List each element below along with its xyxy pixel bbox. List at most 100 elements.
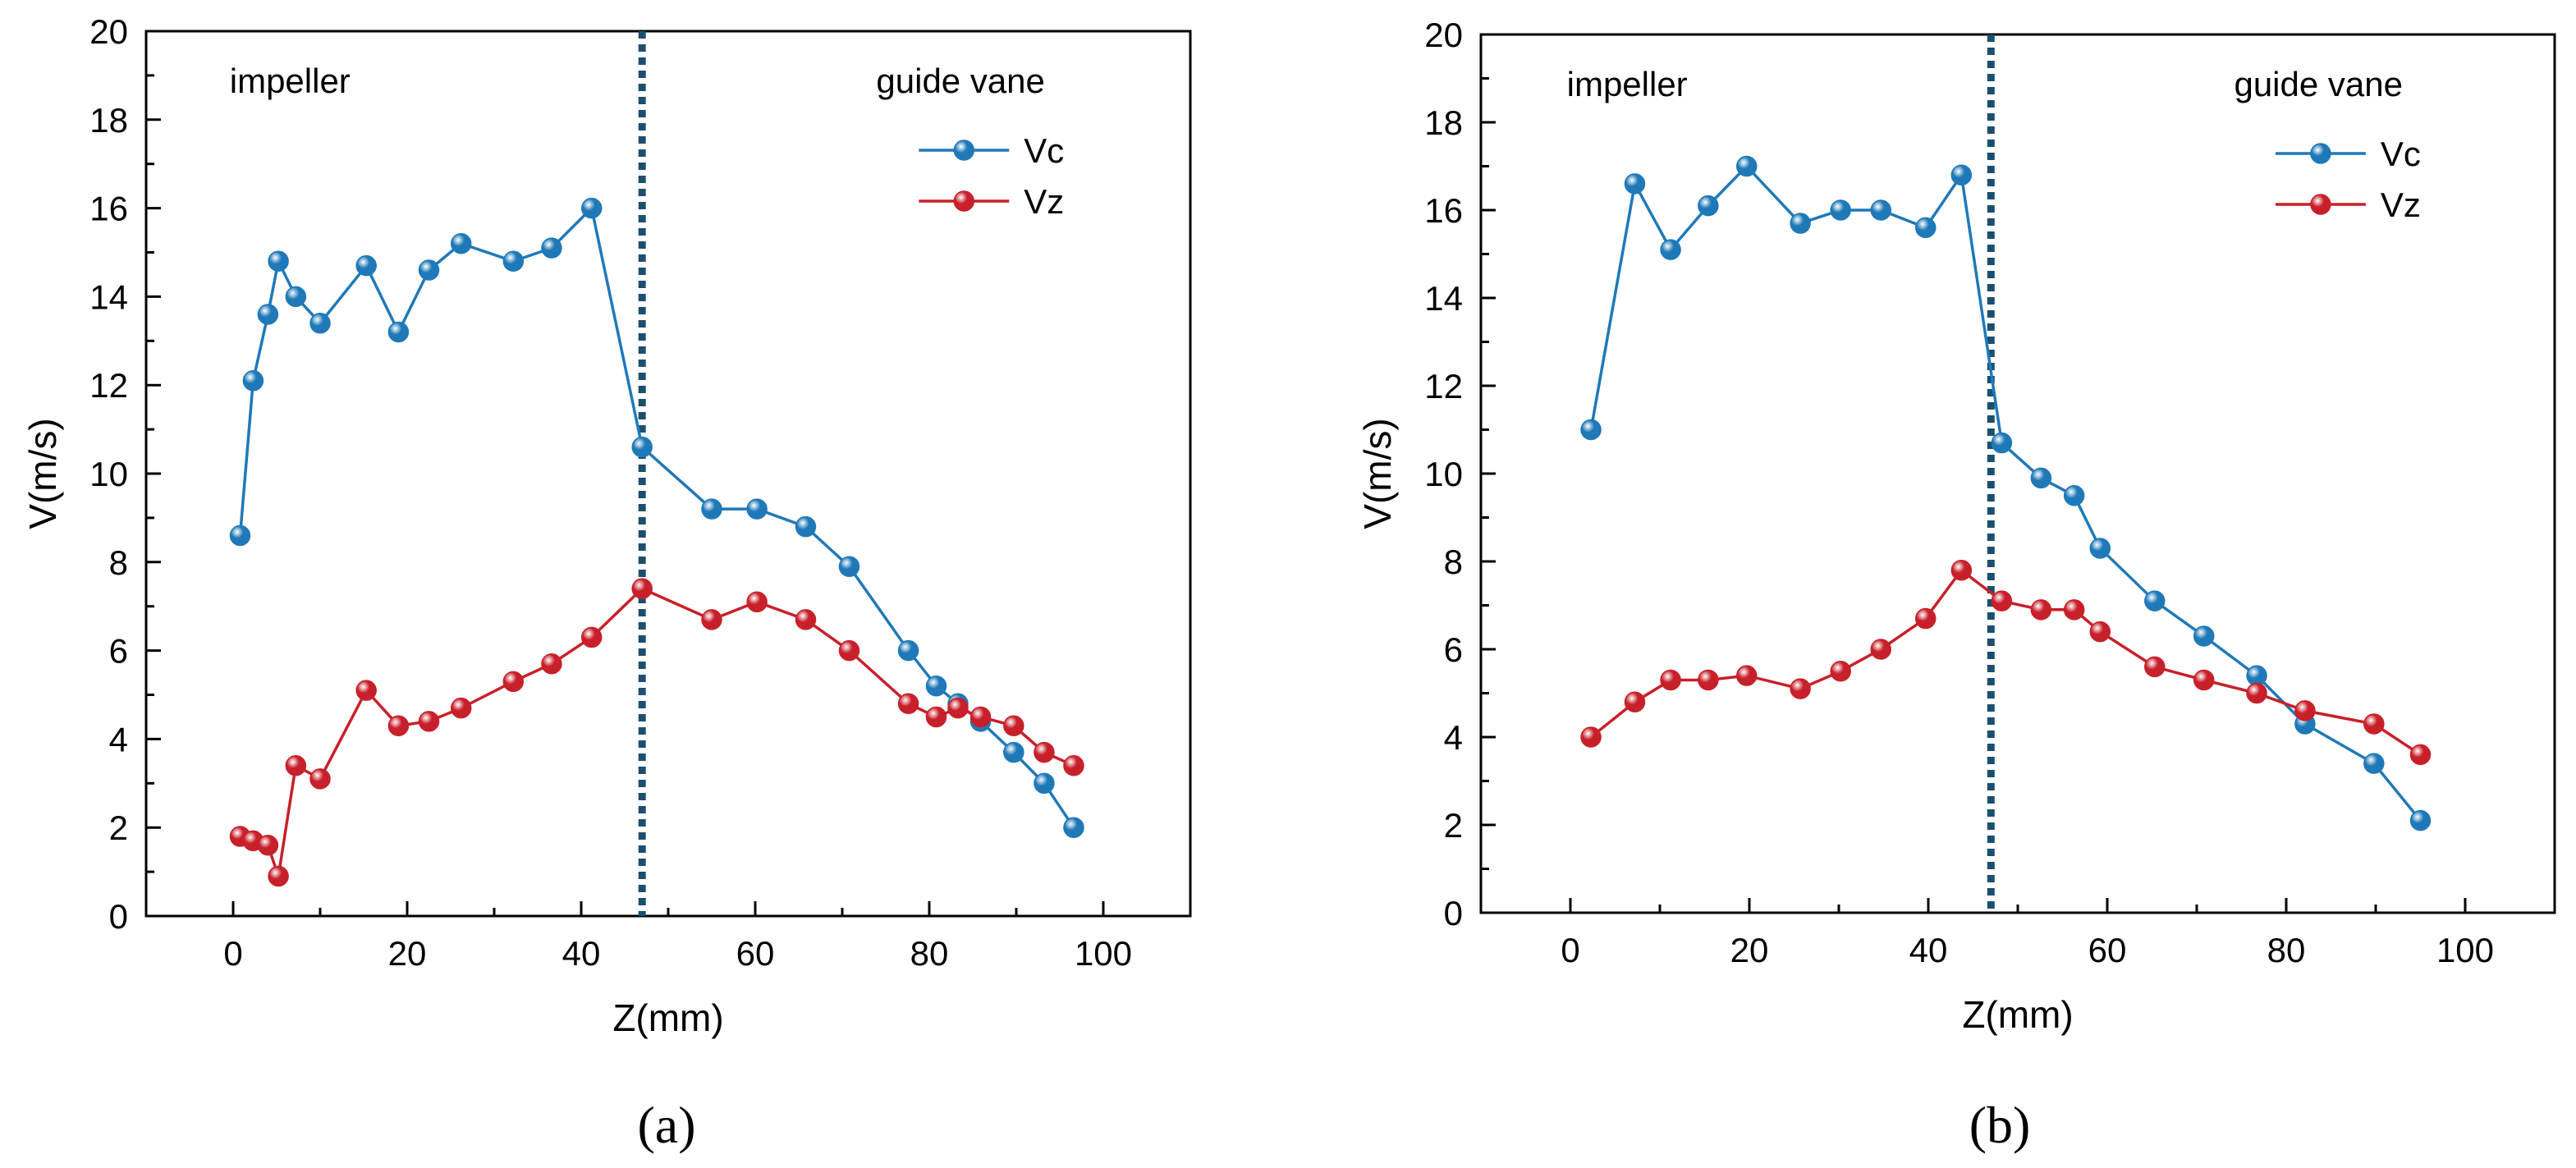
y-tick-label: 20 bbox=[89, 12, 128, 51]
x-tick-label: 60 bbox=[736, 934, 775, 973]
y-tick-label: 12 bbox=[1424, 367, 1463, 405]
data-point-vz bbox=[1580, 726, 1602, 748]
annotation-impeller: impeller bbox=[1567, 65, 1688, 103]
data-point-vz bbox=[418, 711, 440, 732]
legend-marker-vc bbox=[2310, 143, 2331, 164]
y-tick-label: 0 bbox=[1444, 894, 1463, 932]
data-point-vc bbox=[580, 197, 603, 219]
x-tick-label: 80 bbox=[910, 934, 949, 973]
data-point-vz bbox=[309, 768, 331, 790]
y-tick-label: 8 bbox=[109, 543, 128, 582]
legend-label-vc: Vc bbox=[1024, 131, 1064, 170]
data-point-vc bbox=[897, 639, 919, 662]
data-point-vc bbox=[257, 304, 279, 325]
data-point-vz bbox=[925, 706, 947, 728]
y-tick-label: 14 bbox=[89, 277, 128, 316]
y-tick-label: 10 bbox=[89, 455, 128, 493]
x-tick-label: 100 bbox=[2436, 931, 2494, 969]
x-axis-label: Z(mm) bbox=[1962, 993, 2073, 1036]
panel-caption: (a) bbox=[637, 1096, 695, 1154]
data-point-vc bbox=[2144, 590, 2166, 611]
data-point-vc bbox=[2363, 753, 2385, 774]
x-tick-label: 40 bbox=[1909, 931, 1948, 969]
data-point-vc bbox=[1790, 213, 1811, 234]
data-point-vz bbox=[2193, 669, 2215, 691]
data-point-vz bbox=[580, 626, 603, 648]
data-point-vz bbox=[1034, 741, 1055, 763]
legend-label-vz: Vz bbox=[1024, 182, 1064, 221]
data-point-vc bbox=[2193, 625, 2215, 647]
y-tick-label: 16 bbox=[89, 190, 128, 228]
y-axis-label: V(m/s) bbox=[1356, 418, 1399, 529]
legend-marker-vc bbox=[953, 140, 975, 161]
data-point-vc bbox=[309, 312, 331, 334]
data-point-vz bbox=[2363, 713, 2385, 735]
data-point-vc bbox=[242, 370, 264, 392]
x-tick-label: 0 bbox=[223, 934, 242, 973]
data-point-vc bbox=[1870, 199, 1891, 221]
chart-panel-a: 0 2 4 6 8 10 12 14 16 18 20 0 20 40 60 80 100 Z(mm) V(m/s)… bbox=[21, 12, 1192, 1154]
data-point-vc bbox=[1950, 164, 1973, 186]
y-tick-label: 6 bbox=[1444, 630, 1463, 669]
series-vc bbox=[1580, 155, 2432, 831]
y-tick-label: 18 bbox=[89, 101, 128, 140]
data-point-vz bbox=[1830, 661, 1851, 682]
x-tick-label: 0 bbox=[1561, 931, 1579, 969]
data-point-vz bbox=[1660, 669, 1681, 691]
data-point-vc bbox=[1698, 195, 1719, 217]
data-point-vz bbox=[1003, 715, 1024, 736]
data-point-vz bbox=[1063, 754, 1084, 776]
data-point-vz bbox=[1790, 678, 1811, 699]
data-point-vz bbox=[795, 609, 817, 630]
data-point-vc bbox=[541, 237, 562, 259]
data-point-vc bbox=[1830, 199, 1851, 221]
y-tick-label: 6 bbox=[109, 632, 128, 671]
data-point-vz bbox=[2063, 599, 2085, 621]
data-point-vz bbox=[268, 865, 289, 887]
data-point-vc bbox=[2030, 467, 2052, 489]
data-point-vz bbox=[2409, 744, 2432, 766]
x-tick-label: 80 bbox=[2267, 931, 2306, 969]
data-point-vz bbox=[947, 697, 969, 719]
data-point-vc bbox=[701, 498, 722, 520]
data-point-vz bbox=[1914, 607, 1937, 630]
y-tick-label: 8 bbox=[1444, 543, 1463, 581]
data-point-vc bbox=[418, 259, 440, 281]
data-point-vc bbox=[795, 515, 817, 538]
y-axis-label: V(m/s) bbox=[21, 418, 64, 529]
x-tick-label: 60 bbox=[2088, 931, 2127, 969]
series-vz bbox=[229, 578, 1084, 887]
data-point-vc bbox=[1624, 173, 1646, 195]
x-tick-label: 20 bbox=[388, 934, 427, 973]
data-point-vc bbox=[1735, 155, 1758, 177]
data-point-vc bbox=[1914, 217, 1937, 239]
x-tick-label: 100 bbox=[1075, 934, 1132, 973]
data-point-vc bbox=[1991, 432, 2013, 454]
y-tick-label: 10 bbox=[1424, 455, 1463, 493]
legend-marker-vz bbox=[953, 190, 975, 212]
x-axis-label: Z(mm) bbox=[612, 996, 723, 1039]
data-point-vc bbox=[838, 556, 860, 577]
data-point-vc bbox=[1063, 817, 1084, 838]
data-point-vz bbox=[897, 693, 919, 715]
data-point-vc bbox=[387, 321, 410, 343]
chart-panel-b: 0 2 4 6 8 10 12 14 16 18 20 0 20 40 60 80 100 Z(mm) V(m/s)… bbox=[1356, 16, 2556, 1154]
x-tick-label: 20 bbox=[1730, 931, 1769, 969]
data-point-vc bbox=[285, 286, 307, 308]
y-tick-label: 18 bbox=[1424, 103, 1463, 142]
data-point-vz bbox=[1698, 669, 1719, 691]
data-point-vz bbox=[2030, 599, 2052, 621]
series-line-vc bbox=[238, 205, 1075, 829]
legend-label-vz: Vz bbox=[2381, 186, 2421, 224]
data-point-vc bbox=[502, 250, 525, 273]
data-point-vz bbox=[1624, 691, 1646, 712]
data-point-vz bbox=[387, 715, 410, 736]
data-point-vz bbox=[2089, 621, 2111, 643]
data-point-vc bbox=[925, 675, 947, 697]
annotation-guide-vane: guide vane bbox=[2234, 65, 2403, 103]
y-tick-label: 2 bbox=[109, 808, 128, 847]
annotation-guide-vane: guide vane bbox=[876, 62, 1045, 100]
data-point-vz bbox=[285, 754, 307, 776]
